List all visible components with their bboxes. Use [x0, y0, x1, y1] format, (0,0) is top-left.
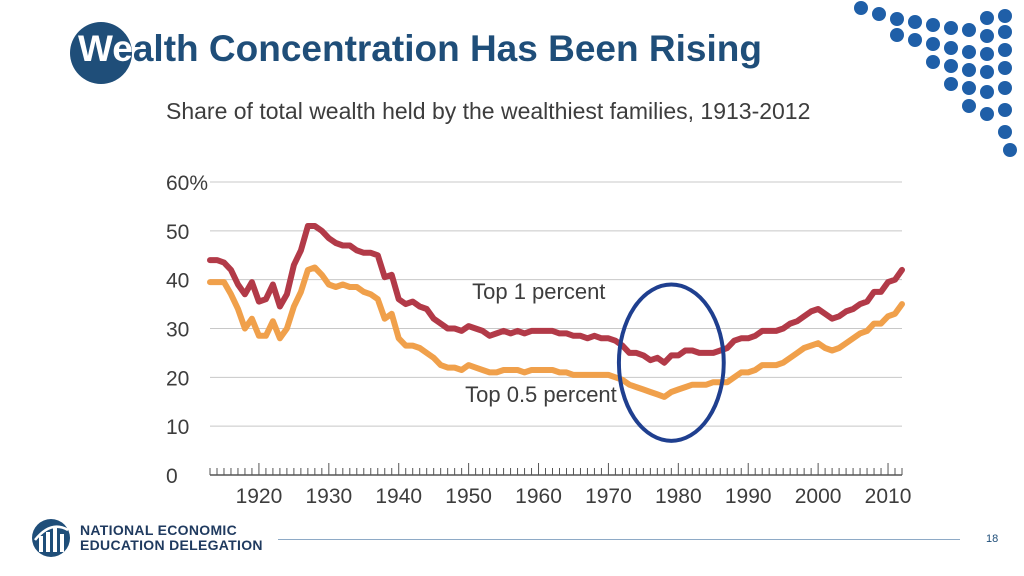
- decorative-dot: [962, 99, 976, 113]
- slide-title-rest: alth Concentration Has Been Rising: [132, 28, 762, 69]
- series-label: Top 1 percent: [472, 279, 605, 304]
- org-name: NATIONAL ECONOMIC EDUCATION DELEGATION: [80, 523, 263, 553]
- decorative-dot: [980, 85, 994, 99]
- x-tick-label: 1970: [585, 485, 632, 508]
- decorative-dots: [854, 1, 1017, 157]
- x-tick-label: 1990: [725, 485, 772, 508]
- decorative-dot: [872, 7, 886, 21]
- x-tick-label: 1960: [515, 485, 562, 508]
- decorative-dot: [980, 29, 994, 43]
- x-tick-label: 2000: [795, 485, 842, 508]
- x-tick-label: 1930: [305, 485, 352, 508]
- decorative-dot: [890, 12, 904, 26]
- decorative-dot: [962, 63, 976, 77]
- decorative-dot: [998, 9, 1012, 23]
- decorative-dot: [998, 81, 1012, 95]
- decorative-dot: [980, 47, 994, 61]
- x-tick-label: 1920: [236, 485, 283, 508]
- decorative-dot: [926, 55, 940, 69]
- decorative-dot: [890, 28, 904, 42]
- title-accent-circle: [70, 22, 132, 84]
- decorative-dot: [944, 77, 958, 91]
- decorative-dot: [944, 59, 958, 73]
- decorative-dot: [908, 15, 922, 29]
- y-tick-label: 10: [166, 416, 189, 439]
- footer-divider: [278, 539, 960, 540]
- y-axis-ticks: 0 10 20 30 40 50 60%: [166, 172, 208, 488]
- y-tick-label: 0: [166, 465, 178, 488]
- series-label: Top 0.5 percent: [465, 382, 617, 407]
- series-labels: Top 1 percent Top 0.5 percent: [465, 279, 617, 407]
- page-number: 18: [986, 533, 999, 545]
- decorative-dot: [926, 18, 940, 32]
- chart-annotations: [616, 282, 726, 443]
- x-tick-label: 1980: [655, 485, 702, 508]
- decorative-dot: [926, 37, 940, 51]
- x-tick-label: 1950: [445, 485, 492, 508]
- decorative-dot: [908, 33, 922, 47]
- y-tick-label: 50: [166, 221, 189, 244]
- decorative-dot: [962, 23, 976, 37]
- org-name-line1: NATIONAL ECONOMIC: [80, 522, 238, 538]
- decorative-dot: [980, 107, 994, 121]
- decorative-dot: [962, 81, 976, 95]
- slide-title-first: We: [78, 28, 133, 69]
- decorative-dot: [998, 61, 1012, 75]
- decorative-dot: [854, 1, 868, 15]
- need-logo-icon: [32, 519, 70, 557]
- decorative-dot: [944, 41, 958, 55]
- x-axis: 1920 1930 1940 1950 1960 1970 1980 1990 2000 2010: [209, 463, 912, 508]
- highlight-ellipse: [616, 282, 726, 443]
- decorative-dot: [1003, 143, 1017, 157]
- decorative-dot: [998, 103, 1012, 117]
- org-name-line2: EDUCATION DELEGATION: [80, 537, 263, 553]
- decorative-dot: [980, 65, 994, 79]
- series-line-top-0-5-percent: [207, 264, 905, 400]
- decorative-dot: [998, 25, 1012, 39]
- slide-title: Wealth Concentration Has Been Rising: [78, 28, 762, 70]
- decorative-dot: [962, 45, 976, 59]
- chart-series: [207, 223, 905, 400]
- y-tick-label: 60%: [166, 172, 208, 195]
- series-line-top-1-percent: [207, 223, 905, 366]
- y-tick-label: 20: [166, 367, 189, 390]
- chart-subtitle: Share of total wealth held by the wealth…: [166, 98, 811, 124]
- decorative-dot: [944, 21, 958, 35]
- y-tick-label: 40: [166, 270, 189, 293]
- y-tick-label: 30: [166, 319, 189, 342]
- decorative-dot: [980, 11, 994, 25]
- x-tick-label: 2010: [865, 485, 912, 508]
- decorative-dot: [998, 43, 1012, 57]
- x-tick-label: 1940: [375, 485, 422, 508]
- decorative-dot: [998, 125, 1012, 139]
